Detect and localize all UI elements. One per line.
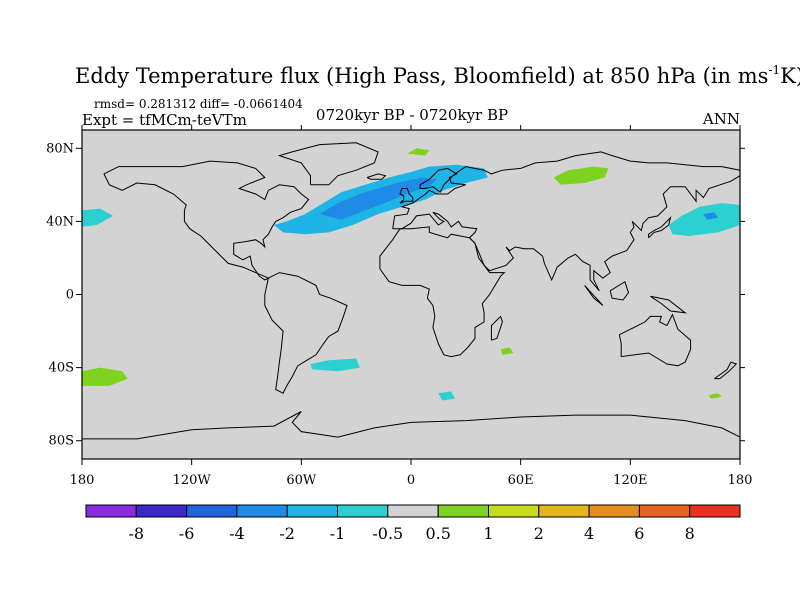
x-tick-label: 180	[70, 473, 95, 488]
colorbar-box	[488, 504, 540, 518]
coastline-14	[650, 295, 687, 314]
coastline-9	[399, 188, 414, 204]
coastline-6	[618, 313, 692, 367]
y-axis: 80N 40N 0 40S 80S	[46, 141, 745, 449]
coastline-layer	[82, 142, 741, 440]
chart-title: Eddy Temperature flux (High Pass, Bloomf…	[75, 63, 800, 88]
stats-label: rmsd= 0.281312 diff= -0.0661404	[94, 97, 303, 111]
colorbar-box	[236, 504, 288, 518]
coastline-15	[714, 361, 738, 380]
coastline-13	[609, 280, 630, 301]
anomaly-north-pacific-west-core	[703, 212, 719, 220]
colorbar-box	[437, 504, 490, 518]
colorbar-box	[85, 504, 137, 518]
colorbar-label: -1	[330, 524, 346, 543]
experiment-label: Expt = tfMCm-teVTm	[82, 111, 247, 129]
coastline-7	[490, 315, 503, 341]
anomaly-south-atlantic	[310, 358, 360, 372]
y-tick-label: 40S	[49, 361, 74, 376]
anomaly-north-pacific-west	[668, 203, 740, 236]
anomaly-southern-ocean-africa	[438, 391, 455, 401]
x-tick-label: 0	[407, 473, 415, 488]
anomaly-south-pacific	[82, 367, 128, 386]
colorbar-label: -8	[129, 524, 145, 543]
coastline-10	[366, 173, 387, 180]
anomaly-siberia	[553, 166, 609, 185]
coastline-3	[392, 151, 741, 229]
x-tick-label: 120E	[613, 473, 647, 488]
coastline-5	[379, 226, 506, 358]
colorbar-box	[387, 504, 439, 518]
colorbar: -8 -6 -4 -2 -1 -0.5 0.5 1 2 4 6 8	[85, 504, 741, 543]
colorbar-box	[337, 504, 389, 518]
colorbar-label: -2	[279, 524, 295, 543]
colorbar-box	[689, 504, 741, 518]
y-tick-label: 80S	[49, 434, 74, 449]
anomaly-south-indian	[500, 347, 514, 355]
colorbar-label: 1	[483, 524, 493, 543]
colorbar-box	[638, 504, 691, 518]
coastline-0	[103, 160, 310, 281]
x-tick-label: 180	[728, 473, 753, 488]
colorbar-label: -4	[229, 524, 245, 543]
anomaly-arctic-barents	[407, 148, 430, 156]
period-label: 0720kyr BP - 0720kyr BP	[316, 106, 508, 124]
x-axis: 180 120W 60W 0 60E 120E 180	[70, 125, 753, 488]
colorbar-label: 2	[534, 524, 544, 543]
colorbar-box	[588, 504, 640, 518]
anomaly-tasman	[708, 393, 722, 399]
season-label: ANN	[702, 110, 740, 128]
colorbar-label: -6	[179, 524, 195, 543]
colorbar-label: 4	[584, 524, 594, 543]
colorbar-label: 0.5	[425, 524, 450, 543]
y-tick-label: 0	[66, 288, 74, 303]
y-tick-label: 80N	[46, 141, 74, 156]
coastline-11	[648, 216, 672, 239]
y-tick-label: 40N	[46, 214, 74, 229]
colorbar-label: 6	[634, 524, 644, 543]
coastline-2	[277, 142, 379, 186]
colorbar-box	[286, 504, 339, 518]
coastline-4	[392, 175, 741, 292]
coastline-12	[584, 285, 604, 306]
colorbar-box	[135, 504, 188, 518]
x-tick-label: 120W	[173, 473, 212, 488]
coastline-8	[82, 411, 741, 440]
colorbar-box	[186, 504, 238, 518]
anomaly-north-pacific-east	[82, 208, 114, 227]
x-tick-label: 60W	[286, 473, 317, 488]
x-tick-label: 60E	[508, 473, 534, 488]
colorbar-label: 8	[685, 524, 695, 543]
colorbar-label: -0.5	[372, 524, 403, 543]
colorbar-box	[538, 504, 590, 518]
coastline-1	[264, 272, 348, 394]
